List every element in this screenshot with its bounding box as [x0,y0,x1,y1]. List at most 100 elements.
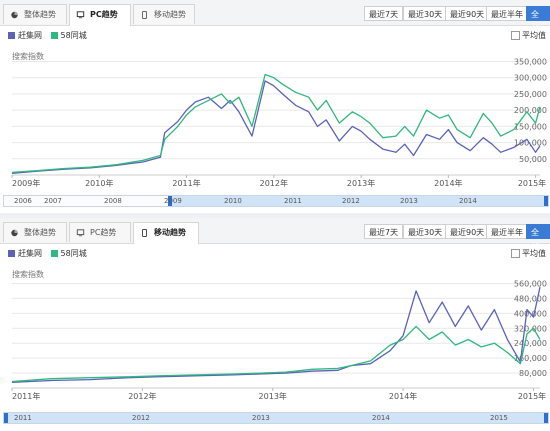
average-toggle[interactable]: 平均值 [511,30,546,41]
series-line-ganji [11,80,541,175]
x-tick-label: 2015年 [518,178,546,188]
navigator-year-label: 2013 [400,197,418,205]
x-tick-label: 2011年 [12,391,40,401]
chart-legend: 赶集网 58同城 [8,248,93,260]
navigator-selection[interactable] [8,413,548,423]
tab-label: PC趋势 [90,228,117,237]
navigator-year-label: 2012 [132,414,150,422]
navigator-left-handle[interactable] [168,196,172,206]
tab-label: 整体趋势 [24,10,56,19]
navigator-year-label: 2012 [342,197,360,205]
navigator-year-label: 2010 [224,197,242,205]
y-tick-label: 250,000 [514,90,547,99]
panel-separator [0,213,550,218]
checkbox-icon [511,249,520,258]
legend-swatch [8,32,15,39]
average-label: 平均值 [522,31,546,40]
y-tick-label: 240,000 [514,339,547,348]
range-all-button[interactable]: 全部 [526,224,550,252]
y-tick-label: 100,000 [514,139,547,148]
navigator-year-label: 2015 [490,414,508,422]
navigator-right-handle[interactable] [544,196,548,206]
tab-bar: 整体趋势 PC趋势 移动趋势 最近7天 最近30天 最近90天 最近半年 全部 [0,218,550,252]
range-all-button[interactable]: 全部 [526,6,550,34]
x-tick-label: 2012年 [128,391,156,401]
navigator-left-handle[interactable] [4,413,8,423]
y-tick-label: 80,000 [519,369,547,378]
navigator-year-label: 2011 [284,197,302,205]
checkbox-icon [511,31,520,40]
timeline-navigator[interactable]: 2006 2007 2008 2009 2010 2011 2012 2013 … [3,195,549,207]
tab-overall[interactable]: 整体趋势 [3,222,67,242]
navigator-selection[interactable] [168,196,548,206]
timeline-navigator[interactable]: 2011 2012 2013 2014 2015 [3,412,549,424]
legend-label: 58同城 [60,249,87,258]
navigator-year-label: 2006 [14,197,32,205]
y-tick-label: 560,000 [514,279,547,288]
legend-item-58[interactable]: 58同城 [50,30,87,41]
series-line-ganji [11,287,541,384]
pc-trend-panel: 整体趋势 PC趋势 移动趋势 最近7天 最近30天 最近90天 最近半年 全部 … [0,0,550,213]
y-axis-title: 搜索指数 [12,270,44,279]
y-tick-label: 50,000 [519,155,547,164]
mobile-trend-panel: 整体趋势 PC趋势 移动趋势 最近7天 最近30天 最近90天 最近半年 全部 … [0,218,550,431]
y-axis-title: 搜索指数 [12,52,44,61]
average-toggle[interactable]: 平均值 [511,248,546,259]
x-tick-label: 2010年 [85,178,113,188]
series-line-58 [11,325,541,383]
x-tick-label: 2009年 [12,178,40,188]
legend-label: 赶集网 [18,249,42,258]
tab-label: 移动趋势 [154,10,186,19]
mobile-icon [142,11,147,19]
chart-legend: 赶集网 58同城 [8,30,93,42]
y-tick-label: 320,000 [514,324,547,333]
tab-pc[interactable]: PC趋势 [69,222,131,242]
legend-label: 赶集网 [18,31,42,40]
navigator-right-handle[interactable] [544,413,548,423]
navigator-year-label: 2009 [164,197,182,205]
tab-label: PC趋势 [90,10,118,19]
x-tick-label: 2013年 [347,178,375,188]
mobile-trend-chart: 80,000160,000240,000320,000400,000480,00… [11,279,547,401]
tab-bar: 整体趋势 PC趋势 移动趋势 最近7天 最近30天 最近90天 最近半年 全部 [0,0,550,34]
series-line-58 [11,73,541,174]
y-tick-label: 160,000 [514,354,547,363]
navigator-year-label: 2014 [372,414,390,422]
pie-chart-icon [11,11,18,19]
monitor-icon [76,229,85,237]
mobile-icon [142,229,147,237]
pc-trend-chart: 50,000 100,000 150,000 200,000 250,000 300,00… [11,57,547,188]
monitor-icon [76,11,85,19]
tab-mobile[interactable]: 移动趋势 [133,222,199,244]
y-tick-label: 350,000 [514,57,547,66]
y-tick-label: 480,000 [514,294,547,303]
legend-item-ganji[interactable]: 赶集网 [8,30,42,41]
x-tick-label: 2011年 [172,178,200,188]
y-tick-label: 150,000 [514,122,547,131]
tab-overall[interactable]: 整体趋势 [3,4,67,24]
y-tick-label: 300,000 [514,74,547,83]
tab-mobile[interactable]: 移动趋势 [133,4,195,24]
navigator-year-label: 2011 [14,414,32,422]
range-7days-button[interactable]: 最近7天 [364,224,404,239]
y-tick-label: 200,000 [514,106,547,115]
pie-chart-icon [11,229,18,237]
tab-label: 整体趋势 [24,228,56,237]
x-tick-label: 2012年 [260,178,288,188]
navigator-year-label: 2014 [459,197,477,205]
range-90days-button[interactable]: 最近90天 [445,224,490,239]
legend-swatch [50,250,58,257]
legend-item-ganji[interactable]: 赶集网 [8,248,42,259]
x-tick-label: 2015年 [518,391,546,401]
average-label: 平均值 [522,249,546,258]
navigator-year-label: 2013 [252,414,270,422]
x-tick-label: 2014年 [434,178,462,188]
legend-item-58[interactable]: 58同城 [50,248,87,259]
range-7days-button[interactable]: 最近7天 [364,6,404,21]
legend-swatch [50,32,58,39]
tab-pc[interactable]: PC趋势 [69,4,131,26]
range-halfyear-button[interactable]: 最近半年 [486,224,528,239]
tab-label: 移动趋势 [154,228,186,237]
x-tick-label: 2013年 [259,391,287,401]
navigator-year-label: 2007 [44,197,62,205]
